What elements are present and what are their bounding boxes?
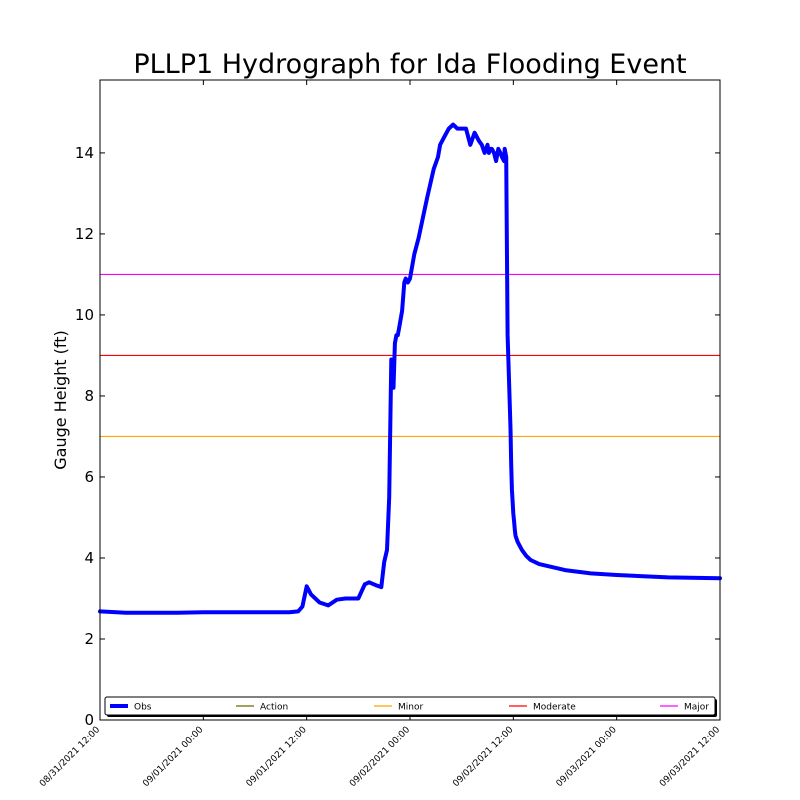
y-tick-label: 6 xyxy=(84,468,94,486)
x-tick-label: 09/01/2021 00:00 xyxy=(141,725,205,789)
y-tick-label: 10 xyxy=(75,306,94,324)
y-tick-label: 2 xyxy=(84,630,94,648)
plot-frame xyxy=(99,79,721,721)
series-line-obs xyxy=(98,122,722,615)
y-tick-label: 4 xyxy=(84,549,94,567)
y-tick-label: 8 xyxy=(84,387,94,405)
x-tick-label: 09/03/2021 00:00 xyxy=(555,725,619,789)
x-tick-label: 09/01/2021 12:00 xyxy=(245,725,309,789)
x-axis: 08/31/2021 12:00 09/01/2021 00:00 09/01/20… xyxy=(38,80,722,789)
chart-title: PLLP1 Hydrograph for Ida Flooding Event xyxy=(133,49,686,80)
y-tick-label: 12 xyxy=(75,225,94,243)
legend-box xyxy=(104,696,716,716)
legend-label-moderate: Moderate xyxy=(533,703,576,713)
legend-label-action: Action xyxy=(260,703,288,713)
x-tick-label: 09/02/2021 12:00 xyxy=(451,725,515,789)
plot-area xyxy=(98,122,722,615)
x-tick-label: 09/02/2021 00:00 xyxy=(348,725,412,789)
x-tick-label: 08/31/2021 12:00 xyxy=(38,725,102,789)
y-axis-label: Gauge Height (ft) xyxy=(51,330,70,470)
legend: Obs Action Minor Moderate Major xyxy=(104,696,717,717)
y-tick-label: 14 xyxy=(75,144,94,162)
legend-label-minor: Minor xyxy=(398,703,423,713)
legend-label-major: Major xyxy=(684,703,709,713)
y-axis: 0 2 4 6 8 10 12 14 xyxy=(75,144,720,729)
y-tick-label: 0 xyxy=(84,711,94,729)
legend-label-obs: Obs xyxy=(134,703,152,713)
x-tick-label: 09/03/2021 12:00 xyxy=(658,725,722,789)
